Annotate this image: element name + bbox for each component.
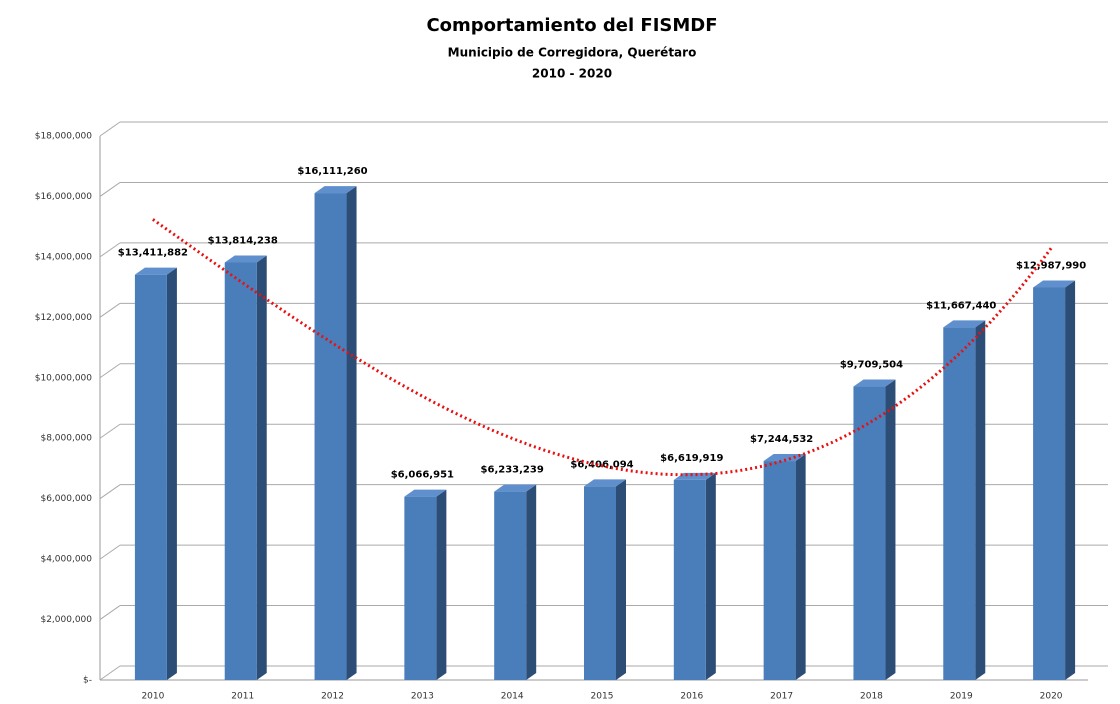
value-label: $6,619,919 <box>660 453 723 464</box>
bar-side <box>975 320 986 680</box>
grid-line <box>99 182 121 197</box>
bar-top <box>584 479 626 487</box>
y-tick-label: $4,000,000 <box>40 555 92 565</box>
bar-side <box>256 255 267 680</box>
bar <box>673 479 706 680</box>
value-label: $9,709,504 <box>840 360 903 371</box>
value-label: $6,066,951 <box>391 470 454 481</box>
bar-side <box>1065 280 1076 680</box>
grid-line <box>99 484 121 500</box>
grid-line <box>99 423 121 439</box>
bar-top <box>314 186 357 194</box>
y-tick-label: $8,000,000 <box>40 434 92 444</box>
x-tick-label: 2015 <box>591 692 614 702</box>
x-tick-label: 2020 <box>1040 692 1063 702</box>
bar-side <box>616 479 626 680</box>
bar <box>763 461 796 680</box>
value-label: $13,814,238 <box>208 236 278 247</box>
y-tick-label: $- <box>83 676 92 686</box>
value-label: $13,411,882 <box>118 248 188 259</box>
bar-side <box>346 186 357 681</box>
bar-top <box>404 489 447 497</box>
chart-title: Comportamiento del FISMDF <box>426 15 717 36</box>
bar <box>224 262 257 680</box>
bar <box>584 486 616 680</box>
bar-side <box>436 489 447 680</box>
bar <box>494 491 527 680</box>
chart-subtitle: 2010 - 2020 <box>532 67 612 81</box>
bar-top <box>943 320 986 328</box>
bar <box>1033 287 1066 680</box>
grid-line <box>99 121 121 137</box>
grid-line <box>99 605 121 620</box>
bar-top <box>853 379 896 387</box>
bar-side <box>795 454 806 680</box>
y-tick-label: $16,000,000 <box>35 192 93 202</box>
value-label: $7,244,532 <box>750 434 813 445</box>
bar <box>943 327 976 680</box>
bar <box>853 386 886 680</box>
y-tick-label: $14,000,000 <box>35 252 93 262</box>
bar-side <box>166 267 177 680</box>
x-tick-label: 2018 <box>860 692 883 702</box>
x-tick-label: 2011 <box>231 692 254 702</box>
x-tick-label: 2017 <box>770 692 793 702</box>
bar-side <box>885 379 896 680</box>
chart-subtitle: Municipio de Corregidora, Querétaro <box>448 46 697 60</box>
value-label: $6,233,239 <box>481 465 544 476</box>
bar-top <box>134 267 177 275</box>
x-tick-label: 2013 <box>411 692 434 702</box>
value-label: $12,987,990 <box>1016 260 1086 271</box>
bar-top <box>673 472 716 480</box>
value-label: $16,111,260 <box>297 166 367 177</box>
bar-side <box>526 484 537 680</box>
bar-top <box>494 484 537 492</box>
x-tick-label: 2016 <box>680 692 703 702</box>
y-tick-label: $10,000,000 <box>35 373 93 383</box>
x-tick-label: 2012 <box>321 692 344 702</box>
bar <box>314 193 347 681</box>
y-tick-label: $2,000,000 <box>40 615 92 625</box>
grid-line <box>99 363 121 379</box>
bar <box>404 496 437 680</box>
trend-line <box>152 218 1053 477</box>
grid-line <box>99 242 121 258</box>
bar <box>134 274 167 680</box>
y-tick-label: $12,000,000 <box>35 313 93 323</box>
y-tick-label: $18,000,000 <box>35 132 93 142</box>
grid-line <box>99 665 121 681</box>
value-label: $11,667,440 <box>926 300 996 311</box>
bar-top <box>1033 280 1076 288</box>
y-tick-label: $6,000,000 <box>40 494 92 504</box>
bar-top <box>224 255 267 263</box>
grid-line <box>99 302 121 318</box>
grid-line <box>99 544 121 560</box>
x-tick-label: 2019 <box>950 692 973 702</box>
bar-side <box>705 472 716 680</box>
x-tick-label: 2010 <box>141 692 164 702</box>
x-tick-label: 2014 <box>501 692 524 702</box>
